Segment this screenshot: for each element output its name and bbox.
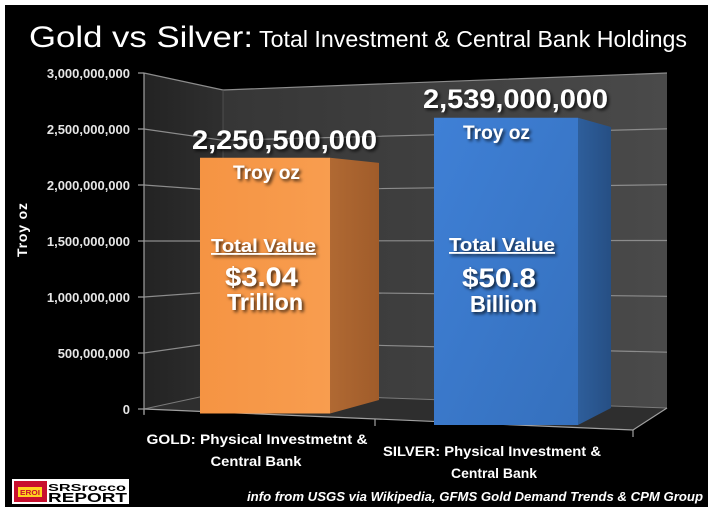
category-label-gold-line1: GOLD: Physical Investmetnt & (147, 431, 368, 447)
x-axis-ticks (143, 409, 634, 437)
silver-annotation: 2,539,000,000 Troy oz Total Value $50.8 … (423, 84, 608, 317)
category-label-silver-line1: SILVER: Physical Investment & (383, 443, 601, 459)
y-tick-label: 2,000,000,000 (47, 178, 130, 193)
title-main: Gold vs Silver: (29, 21, 253, 54)
source-note: info from USGS via Wikipedia, GFMS Gold … (247, 490, 703, 504)
x-axis-category-labels: GOLD: Physical Investmetnt & Central Ban… (147, 431, 602, 481)
srsrocco-report-logo: EROI SRSrocco REPORT (12, 479, 129, 505)
y-tick-label: 2,500,000,000 (47, 122, 130, 137)
bar-gold-side[interactable] (330, 157, 379, 414)
silver-value-label: 2,539,000,000 (423, 84, 608, 114)
category-label-gold-line2: Central Bank (211, 453, 302, 469)
gold-value-label: 2,250,500,000 (192, 125, 377, 155)
y-tick-label: 1,000,000,000 (47, 290, 130, 305)
category-label-silver-line2: Central Bank (451, 465, 537, 481)
bar-silver-front[interactable] (434, 117, 578, 426)
logo-line1: SRSrocco (48, 482, 126, 494)
y-axis-title: Troy oz (14, 203, 30, 257)
bar-silver-side[interactable] (578, 117, 611, 426)
logo-line2: REPORT (48, 490, 127, 505)
silver-total-value-heading: Total Value (449, 235, 555, 255)
y-tick-label: 3,000,000,000 (47, 66, 130, 81)
bar-gold[interactable] (200, 157, 379, 414)
silver-total-value: $50.8 (462, 263, 536, 293)
gold-total-value: $3.04 (225, 262, 298, 292)
logo-badge-box (18, 487, 42, 497)
silver-total-value-unit: Billion (470, 291, 537, 317)
gold-total-value-heading: Total Value (211, 236, 316, 256)
bar-gold-front[interactable] (200, 157, 330, 414)
silver-unit-label: Troy oz (463, 123, 530, 144)
chart-title: Gold vs Silver: Total Investment & Centr… (29, 21, 687, 54)
plot-area: 0 500,000,000 1,000,000,000 1,500,000,00… (14, 66, 668, 437)
title-sub: Total Investment & Central Bank Holdings (259, 26, 687, 52)
logo-badge-text: EROI (20, 488, 40, 497)
y-tick-label: 1,500,000,000 (47, 234, 130, 249)
y-tick-labels: 0 500,000,000 1,000,000,000 1,500,000,00… (47, 66, 130, 417)
gold-unit-label: Troy oz (233, 163, 300, 184)
y-axis-ticks (138, 72, 144, 410)
gold-annotation: 2,250,500,000 Troy oz Total Value $3.04 … (192, 125, 377, 315)
gold-total-value-unit: Trillion (227, 289, 303, 315)
y-tick-label: 500,000,000 (58, 346, 130, 361)
bar-silver[interactable] (434, 117, 611, 426)
y-tick-label: 0 (123, 402, 130, 417)
